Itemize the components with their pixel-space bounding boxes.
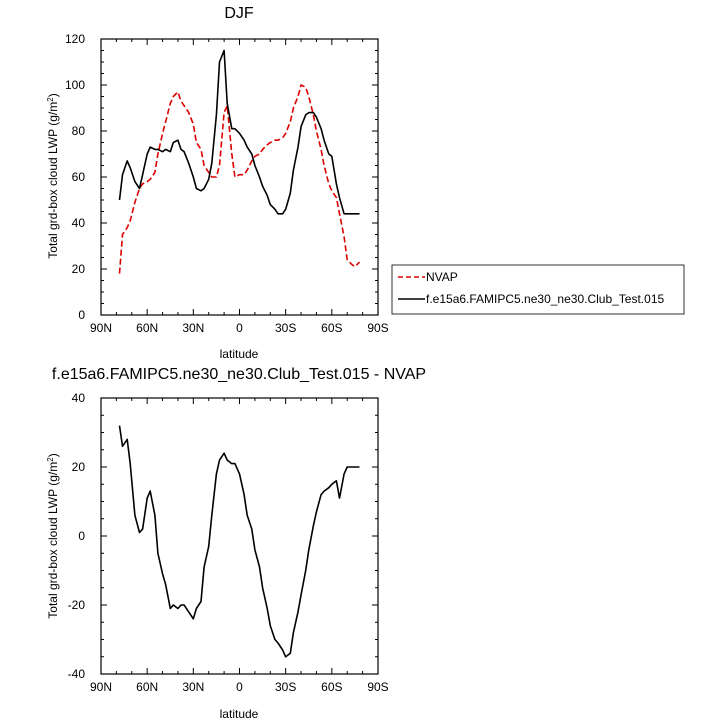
y-axis-label: Total grd-box cloud LWP (g/m2) — [46, 453, 60, 618]
y-tick-label: 120 — [65, 32, 85, 46]
x-tick-label: 60S — [321, 321, 342, 335]
y-tick-label: 0 — [78, 308, 85, 322]
panel-top-chart: DJF Total grd-box cloud LWP (g/m2) 90N 60… — [46, 5, 389, 361]
legend-label-nvap: NVAP — [426, 270, 458, 284]
y-axis-label: Total grd-box cloud LWP (g/m2) — [46, 93, 60, 258]
y-axis-label-main: Total grd-box cloud LWP (g/m — [46, 462, 60, 619]
y-tick-label: 40 — [72, 391, 86, 405]
x-tick-label: 90N — [90, 680, 112, 694]
y-axis-label-sup: 2 — [46, 97, 55, 102]
legend-label-model: f.e15a6.FAMIPC5.ne30_ne30.Club_Test.015 — [426, 292, 664, 306]
y-tick-label: 100 — [65, 78, 85, 92]
axis-ticks: 90N 60N 30N 0 30S 60S 90S -40 -20 0 20 40 — [68, 391, 389, 694]
x-tick-label: 0 — [236, 680, 243, 694]
chart-title: f.e15a6.FAMIPC5.ne30_ne30.Club_Test.015 … — [52, 366, 426, 383]
y-axis-label-sup: 2 — [46, 457, 55, 462]
svg-text:Total grd-box cloud LWP (g/m2): Total grd-box cloud LWP (g/m2) — [46, 453, 60, 618]
x-tick-label: 90S — [367, 321, 388, 335]
x-tick-label: 0 — [236, 321, 243, 335]
y-axis-label-end: ) — [46, 453, 60, 457]
x-tick-label: 60N — [136, 321, 158, 335]
legend: NVAP f.e15a6.FAMIPC5.ne30_ne30.Club_Test… — [391, 264, 685, 315]
x-tick-label: 30N — [182, 321, 204, 335]
x-tick-label: 60S — [321, 680, 342, 694]
y-tick-label: 80 — [72, 124, 86, 138]
svg-text:Total grd-box cloud LWP (g/m2): Total grd-box cloud LWP (g/m2) — [46, 93, 60, 258]
x-tick-label: 30N — [182, 680, 204, 694]
y-tick-label: 0 — [78, 529, 85, 543]
x-axis-label: latitude — [220, 707, 259, 721]
y-tick-label: 40 — [72, 216, 86, 230]
y-axis-label-main: Total grd-box cloud LWP (g/m — [46, 102, 60, 259]
panel-bottom-chart: f.e15a6.FAMIPC5.ne30_ne30.Club_Test.015 … — [46, 366, 426, 721]
chart-title: DJF — [224, 5, 254, 22]
axis-ticks: 90N 60N 30N 0 30S 60S 90S 0 20 40 60 80 100 120 — [65, 32, 389, 335]
x-axis-label: latitude — [220, 347, 259, 361]
series-line — [118, 84, 361, 274]
series-line — [118, 425, 360, 658]
y-tick-label: 60 — [72, 170, 86, 184]
y-tick-label: -20 — [68, 598, 86, 612]
y-tick-label: -40 — [68, 667, 86, 681]
series-line — [118, 49, 360, 215]
series-layer — [118, 425, 360, 658]
y-tick-label: 20 — [72, 460, 86, 474]
x-tick-label: 90N — [90, 321, 112, 335]
x-tick-label: 30S — [275, 680, 296, 694]
legend-box — [391, 264, 685, 315]
x-tick-label: 30S — [275, 321, 296, 335]
plot-frame — [100, 397, 379, 675]
series-layer — [118, 49, 361, 274]
y-axis-label-end: ) — [46, 93, 60, 97]
y-tick-label: 20 — [72, 262, 86, 276]
x-tick-label: 90S — [367, 680, 388, 694]
x-tick-label: 60N — [136, 680, 158, 694]
